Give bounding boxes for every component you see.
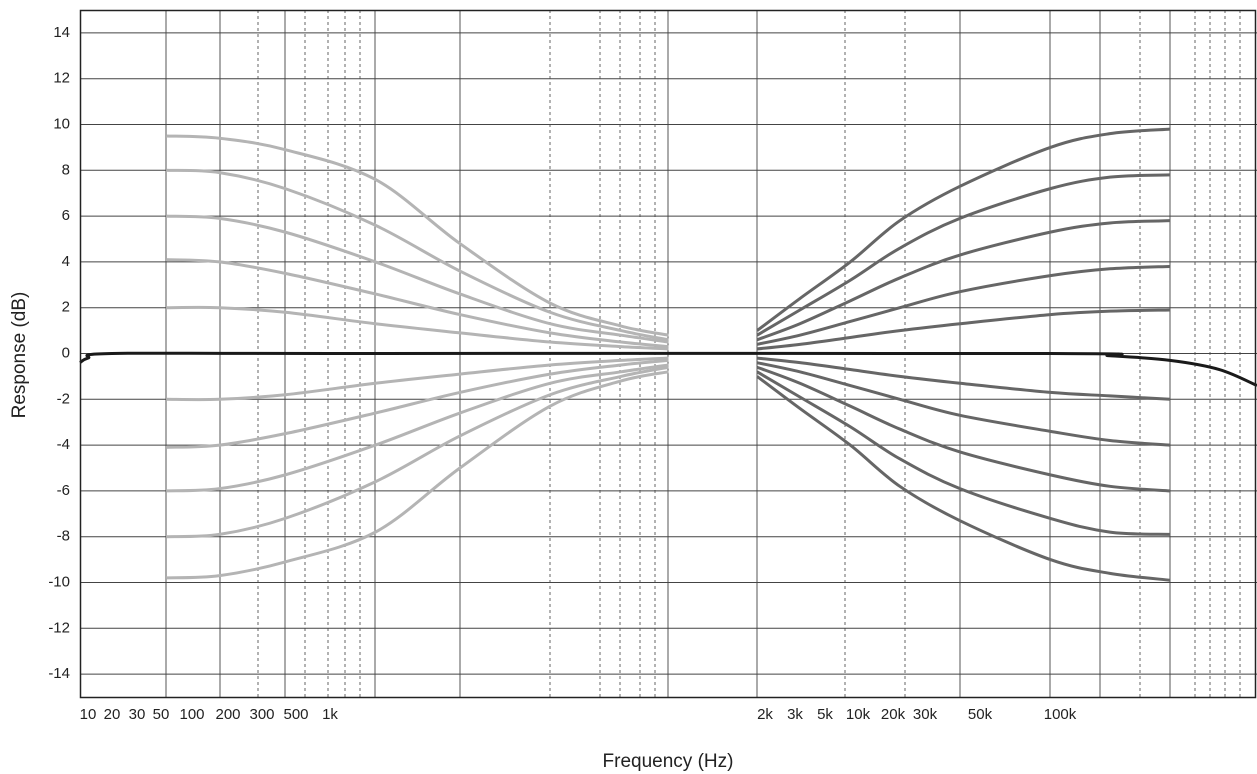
curves xyxy=(79,127,1257,582)
x-tick-label: 20k xyxy=(881,706,906,723)
response-curve xyxy=(756,370,1171,536)
x-tick-label: 500 xyxy=(283,706,308,723)
response-curve xyxy=(756,173,1171,337)
response-curve xyxy=(166,258,669,349)
y-tick-label: 6 xyxy=(62,207,70,224)
response-curve xyxy=(166,168,669,342)
response-curve xyxy=(756,264,1171,346)
y-tick-label: 10 xyxy=(53,115,70,132)
y-tick-label: -2 xyxy=(57,390,70,407)
x-tick-label: 200 xyxy=(215,706,240,723)
response-curve xyxy=(756,219,1171,342)
y-tick-label: 0 xyxy=(62,344,70,361)
x-tick-label: 2k xyxy=(757,706,773,723)
response-curve xyxy=(756,365,1171,493)
y-tick-label: 14 xyxy=(53,24,70,41)
y-axis-label: Response (dB) xyxy=(9,292,30,419)
y-tick-label: 4 xyxy=(62,253,70,270)
x-tick-label: 50k xyxy=(968,706,993,723)
x-tick-label: 50 xyxy=(153,706,170,723)
response-curve xyxy=(756,127,1171,332)
x-tick-label: 30 xyxy=(129,706,146,723)
y-tick-label: -14 xyxy=(48,665,70,682)
response-curve xyxy=(756,308,1170,351)
x-tick-label: 300 xyxy=(249,706,274,723)
response-curve xyxy=(166,365,669,539)
y-tick-label: -8 xyxy=(57,528,70,545)
x-tick-label: 20 xyxy=(104,706,121,723)
x-tick-label: 1k xyxy=(322,706,338,723)
response-curve xyxy=(166,363,669,493)
x-tick-label: 10 xyxy=(80,706,97,723)
x-tick-label: 3k xyxy=(787,706,803,723)
x-axis-label: Frequency (Hz) xyxy=(603,751,734,772)
y-tick-label: -6 xyxy=(57,482,70,499)
response-curve xyxy=(166,358,669,449)
response-curve xyxy=(756,375,1171,582)
x-tick-label: 30k xyxy=(913,706,938,723)
y-tick-label: 12 xyxy=(53,70,70,87)
x-tick-label: 5k xyxy=(817,706,833,723)
response-curve xyxy=(756,361,1171,447)
y-tick-label: -12 xyxy=(48,619,70,636)
response-curve xyxy=(166,305,669,351)
x-tick-label: 10k xyxy=(846,706,871,723)
y-tick-label: 2 xyxy=(62,299,70,316)
x-tick-label: 100k xyxy=(1044,706,1077,723)
response-curve xyxy=(756,356,1171,401)
response-curve xyxy=(166,370,669,580)
response-curve xyxy=(166,134,669,337)
response-curve xyxy=(166,214,669,344)
y-tick-label: -4 xyxy=(57,436,70,453)
horizontal-grid xyxy=(80,32,1257,675)
y-tick-label: 8 xyxy=(62,161,70,178)
response-curve xyxy=(79,351,1257,387)
x-tick-label: 100 xyxy=(179,706,204,723)
plot-frame xyxy=(79,9,1257,699)
response-curve xyxy=(166,356,669,402)
y-tick-label: -10 xyxy=(48,573,70,590)
